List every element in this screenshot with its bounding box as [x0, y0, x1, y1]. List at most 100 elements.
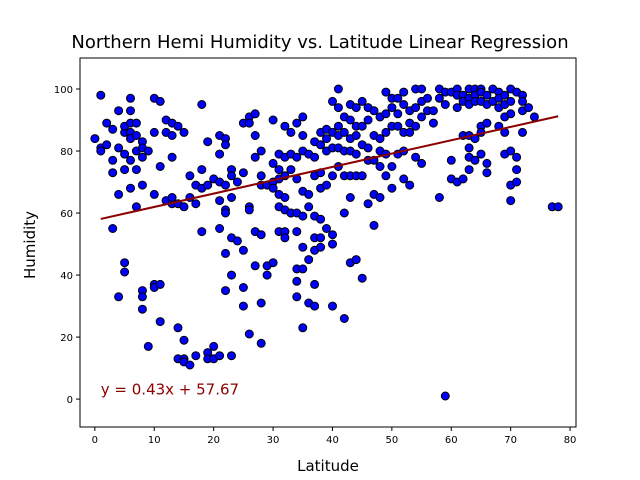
- data-point: [322, 224, 331, 233]
- data-point: [316, 233, 326, 243]
- regression-line: [100, 115, 559, 220]
- data-point: [126, 183, 135, 193]
- data-point: [351, 103, 361, 113]
- data-point: [221, 248, 230, 258]
- data-point: [512, 152, 522, 162]
- data-point: [215, 224, 225, 233]
- data-point: [375, 134, 385, 144]
- data-point: [328, 96, 337, 106]
- data-point: [393, 109, 403, 119]
- data-point: [440, 391, 450, 401]
- data-point: [250, 152, 260, 162]
- data-point: [381, 171, 391, 181]
- data-point: [399, 87, 409, 97]
- data-point: [280, 121, 290, 131]
- data-point: [149, 189, 159, 199]
- y-tick-label: 100: [54, 85, 73, 96]
- regression-line-layer: [100, 115, 559, 220]
- data-point: [108, 155, 118, 165]
- data-point: [304, 255, 314, 265]
- data-point: [387, 183, 397, 193]
- data-point: [286, 165, 296, 175]
- data-point: [417, 158, 427, 168]
- data-point: [316, 214, 326, 224]
- data-point: [339, 127, 349, 137]
- data-point: [137, 292, 147, 302]
- data-point: [375, 193, 385, 202]
- data-point: [268, 158, 278, 168]
- data-point: [333, 121, 343, 131]
- data-point: [143, 146, 153, 156]
- data-point: [197, 165, 207, 175]
- data-point: [476, 149, 486, 159]
- data-point: [221, 286, 230, 296]
- data-point: [137, 152, 147, 162]
- data-point: [458, 174, 468, 184]
- data-point: [482, 118, 492, 128]
- data-point: [298, 264, 308, 274]
- data-point: [126, 155, 135, 165]
- x-tick-label: 50: [385, 435, 398, 446]
- data-point: [131, 131, 141, 140]
- data-point: [102, 140, 112, 150]
- data-point: [280, 233, 290, 243]
- data-point: [417, 84, 427, 94]
- data-point: [506, 196, 516, 206]
- data-point: [256, 338, 266, 348]
- data-point: [250, 261, 260, 271]
- data-point: [351, 255, 361, 265]
- data-point: [286, 127, 296, 137]
- data-point: [227, 270, 236, 280]
- data-point: [345, 115, 355, 125]
- data-point: [446, 155, 456, 165]
- data-point: [191, 199, 201, 209]
- regression-equation: y = 0.43x + 57.67: [101, 380, 239, 398]
- x-tick-label: 30: [267, 435, 280, 446]
- data-point: [310, 152, 320, 162]
- data-point: [221, 180, 230, 190]
- data-point: [381, 87, 391, 97]
- data-point: [268, 258, 278, 268]
- data-point: [244, 329, 254, 339]
- data-point: [298, 131, 308, 140]
- data-point: [244, 118, 254, 128]
- data-point: [363, 143, 373, 153]
- data-point: [179, 335, 189, 345]
- x-tick-label: 80: [564, 435, 577, 446]
- data-point: [328, 301, 337, 311]
- data-point: [316, 140, 326, 150]
- data-point: [440, 100, 450, 109]
- data-point: [452, 103, 462, 113]
- data-point: [339, 314, 349, 323]
- y-tick-label: 40: [60, 271, 73, 282]
- data-point: [256, 298, 266, 308]
- data-point: [244, 205, 254, 215]
- data-point: [428, 118, 438, 128]
- data-point: [215, 351, 225, 361]
- data-point: [512, 177, 522, 187]
- y-tick-label: 60: [60, 209, 73, 220]
- data-point: [375, 162, 385, 171]
- data-point: [506, 109, 516, 119]
- data-point: [381, 127, 391, 137]
- data-point: [173, 323, 183, 333]
- data-point: [333, 103, 343, 113]
- data-point: [434, 93, 444, 103]
- data-point: [232, 177, 242, 187]
- data-point: [417, 112, 427, 122]
- data-point: [238, 301, 248, 311]
- y-axis-label: Humidity: [21, 211, 39, 279]
- data-point: [221, 208, 230, 218]
- plot-frame: [79, 57, 577, 428]
- data-point: [405, 127, 415, 137]
- data-point: [137, 180, 147, 190]
- data-point: [90, 134, 100, 144]
- data-point: [518, 127, 527, 137]
- x-tick-label: 20: [207, 435, 220, 446]
- data-point: [470, 155, 480, 165]
- data-point: [328, 239, 337, 249]
- data-point: [322, 134, 331, 144]
- data-point: [274, 165, 284, 175]
- data-point: [393, 93, 403, 103]
